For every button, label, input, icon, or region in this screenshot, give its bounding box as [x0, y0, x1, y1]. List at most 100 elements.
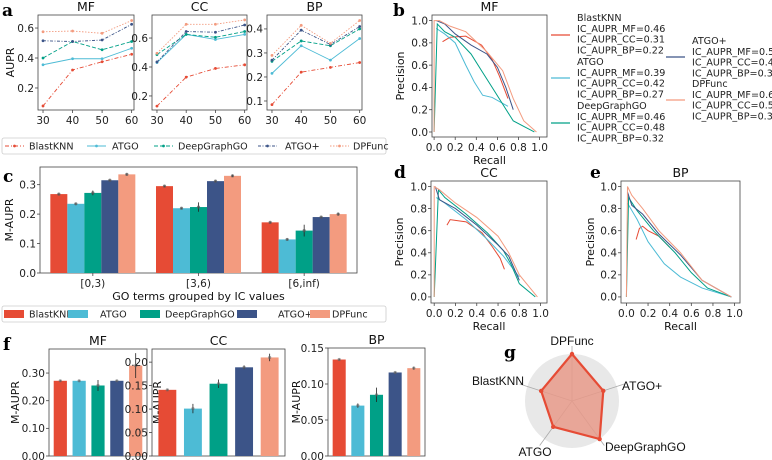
y-axis-label: Precision	[394, 51, 407, 100]
series-line-DPFunc	[433, 20, 537, 133]
error-point	[58, 379, 62, 383]
x-tick-label: 1.0	[532, 308, 549, 320]
error-point	[134, 363, 138, 368]
y-tick-label: 0.6	[410, 225, 427, 237]
bar-DPFunc	[329, 214, 347, 273]
y-tick-label: 0.2	[600, 270, 617, 282]
data-point-DPFunc	[329, 41, 332, 45]
error-point	[162, 184, 167, 188]
legend-box	[1, 305, 387, 323]
chart-b: 0.0 0.2 0.4 0.6 0.8 1.0 0.0 0.2 0.4 0.6 0.8 1.0 MF Pr…	[394, 0, 772, 167]
y-tick-label: 0.2	[410, 270, 427, 282]
data-point-ATGO	[358, 37, 362, 40]
radar-point-DeepGraphGO	[597, 436, 602, 442]
legend-a: BlastKNN ATGO DeepGraphGO ATGO+ DPFunc	[1, 137, 389, 155]
axes-frame	[620, 180, 741, 304]
data-point-DPFunc	[214, 22, 217, 26]
y-tick-label: 0.20	[22, 396, 45, 408]
data-point-DPFunc	[184, 22, 188, 26]
legend-swatch-DPFunc	[310, 310, 330, 318]
y-tick-label: 0.2	[131, 91, 148, 103]
bar-BlastKNN	[50, 194, 68, 273]
x-tick-label: 30	[265, 115, 278, 127]
x-tick-label: 30	[36, 115, 49, 127]
bar-ATGO	[278, 239, 296, 273]
x-tick-label: 0.0	[426, 142, 443, 154]
legend-label-DPFunc: DPFunc	[332, 310, 368, 321]
x-tick-label: 0.2	[640, 308, 657, 320]
error-point	[337, 357, 341, 362]
error-point	[91, 191, 95, 195]
error-point	[125, 172, 129, 176]
legend-text: IC_AUPR_MF=0.56	[692, 47, 772, 58]
series-line-ATGO+	[43, 23, 132, 42]
error-point	[412, 366, 416, 370]
x-tick-label: 0.0	[426, 308, 443, 320]
error-point	[374, 393, 379, 397]
bar-DeepGraphGO	[84, 192, 102, 273]
radar-label-DeepGraphGO: DeepGraphGO	[605, 440, 686, 454]
series-line-ATGO	[435, 27, 509, 107]
chart-title: CC	[210, 333, 228, 348]
y-tick-label: 0.6	[131, 33, 148, 45]
error-point	[213, 179, 218, 183]
series-line-DeepGraphGO	[42, 41, 132, 59]
y-tick-label: 0.0	[411, 127, 428, 139]
data-point-BlastKNN	[299, 70, 303, 74]
legend-swatch-DeepGraphGO	[140, 310, 160, 318]
error-point	[77, 379, 81, 383]
radar-label-ATGO+: ATGO+	[622, 379, 662, 393]
legend-label-DeepGraphGO: DeepGraphGO	[178, 142, 248, 153]
data-point-DPFunc	[130, 19, 134, 22]
error-point	[268, 355, 272, 360]
data-point-DeepGraphGO	[184, 33, 188, 36]
bar-ATGO+	[110, 380, 124, 456]
series-line-DPFunc	[43, 20, 132, 34]
error-point	[115, 379, 119, 383]
legend-label-ATGO+: ATGO+	[285, 142, 320, 153]
chart-d: 0.0 0.2 0.4 0.6 0.8 1.0 0.0 0.2 0.4 0.6 0.8 1.0 CC Pr…	[393, 165, 549, 333]
data-point-ATGO+	[243, 23, 247, 27]
legend-marker-DPFunc	[338, 144, 341, 148]
y-tick-label: 0.15	[125, 380, 148, 392]
series-line-ATGO	[156, 33, 245, 63]
data-point-DPFunc	[299, 23, 303, 27]
legend-text: DPFunc	[692, 79, 728, 90]
legend-text: IC_AUPR_BP=0.32	[577, 133, 664, 144]
chart-title: CC	[191, 0, 209, 14]
series-line-BlastKNN	[156, 64, 245, 107]
series-line-ATGO	[436, 197, 520, 278]
legend-text: ATGO+	[692, 36, 727, 47]
data-point-ATGO	[41, 63, 45, 67]
data-point-ATGO+	[155, 60, 159, 64]
y-tick-label: 1.0	[411, 15, 428, 27]
series-line-ATGO	[42, 47, 132, 66]
x-tick-label: 60	[238, 115, 251, 127]
legend-text: IC_AUPR_MF=0.46	[577, 24, 665, 35]
x-tick-label: 40	[180, 115, 193, 127]
data-point-BlastKNN	[41, 104, 45, 108]
data-point-BlastKNN	[71, 68, 74, 72]
bar-DeepGraphGO	[190, 207, 207, 273]
bar-BlastKNN	[53, 380, 67, 456]
legend-text: IC_AUPR_CC=0.42	[577, 79, 665, 90]
series-line-DeepGraphGO	[271, 28, 360, 62]
data-point-ATGO	[130, 46, 134, 50]
y-tick-label: 0.4	[411, 82, 428, 94]
series-line-BlastKNN	[442, 35, 509, 99]
y-tick-label: 0.2	[246, 72, 263, 84]
error-point	[268, 220, 272, 224]
x-tick-label: 30	[150, 115, 163, 127]
bar-DeepGraphGO	[369, 394, 384, 456]
data-point-ATGO+	[184, 30, 188, 33]
legend-text: IC_AUPR_CC=0.48	[577, 123, 665, 134]
data-point-ATGO+	[71, 40, 74, 43]
radar-label-ATGO: ATGO	[518, 445, 551, 459]
error-point	[285, 237, 289, 242]
bar-ATGO	[72, 380, 86, 456]
bar-DeepGraphGO	[91, 385, 105, 456]
series-line-BlastKNN	[271, 62, 360, 105]
y-axis-label: Precision	[584, 217, 597, 266]
data-point-DeepGraphGO	[358, 27, 362, 31]
data-point-DeepGraphGO	[299, 39, 303, 43]
